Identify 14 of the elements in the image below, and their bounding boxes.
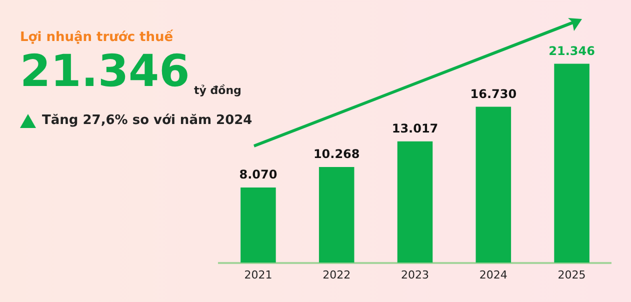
text: Lợi nhuận trước thuế [20, 30, 174, 45]
annotation: Tăng 27,6% so với năm 2024 [42, 113, 252, 128]
text: 21.346 [20, 46, 190, 97]
data-label: 16.730 [470, 86, 517, 101]
x-tick-label: 2022 [322, 268, 351, 282]
x-tick-label: 2021 [244, 268, 272, 282]
data-label: 13.017 [392, 122, 438, 136]
data-label: 8.070 [239, 168, 278, 182]
data-label: 21.346 [548, 44, 595, 58]
data-label: 10.268 [313, 147, 360, 162]
x-tick-label: 2023 [401, 268, 429, 282]
x-tick-label: 2024 [479, 268, 508, 282]
annotation: tỷ đồng [194, 84, 242, 97]
x-tick-label: 2025 [558, 268, 586, 282]
